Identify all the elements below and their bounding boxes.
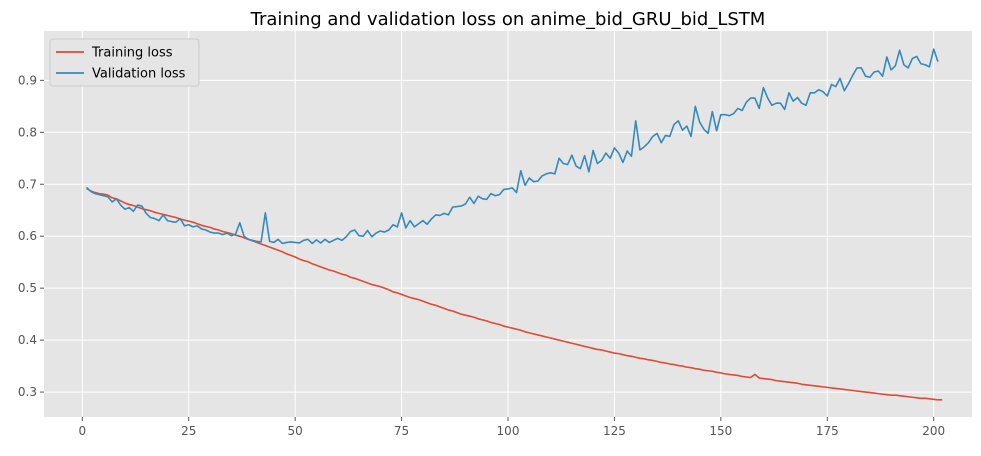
y-tick-label: 0.4 (18, 333, 37, 347)
chart-title: Training and validation loss on anime_bi… (250, 9, 766, 30)
x-tick-label: 175 (816, 424, 839, 438)
y-tick-label: 0.7 (18, 177, 37, 191)
x-tick-label: 0 (78, 424, 86, 438)
y-tick-label: 0.5 (18, 281, 37, 295)
series-layer (86, 48, 943, 401)
x-tick-label: 150 (709, 424, 732, 438)
x-tick-label: 25 (181, 424, 196, 438)
x-tick-label: 200 (922, 424, 945, 438)
y-tick-label: 0.3 (18, 385, 37, 399)
validation-loss-line (86, 48, 939, 245)
y-axis-ticks: 0.3 0.4 0.5 0.6 0.7 0.8 0.9 (18, 73, 44, 399)
training-loss-line (86, 187, 943, 401)
legend-label-training: Training loss (91, 46, 173, 61)
legend: Training loss Validation loss (49, 38, 200, 87)
x-tick-label: 75 (394, 424, 409, 438)
y-tick-label: 0.8 (18, 125, 37, 139)
x-tick-label: 100 (497, 424, 520, 438)
legend-box (49, 38, 200, 87)
x-tick-label: 50 (288, 424, 303, 438)
grid (44, 31, 972, 417)
y-tick-label: 0.6 (18, 229, 37, 243)
x-tick-label: 125 (603, 424, 626, 438)
legend-label-validation: Validation loss (92, 67, 186, 82)
x-axis-ticks: 0 25 50 75 100 125 150 175 200 (78, 417, 945, 438)
y-tick-label: 0.9 (18, 73, 37, 87)
